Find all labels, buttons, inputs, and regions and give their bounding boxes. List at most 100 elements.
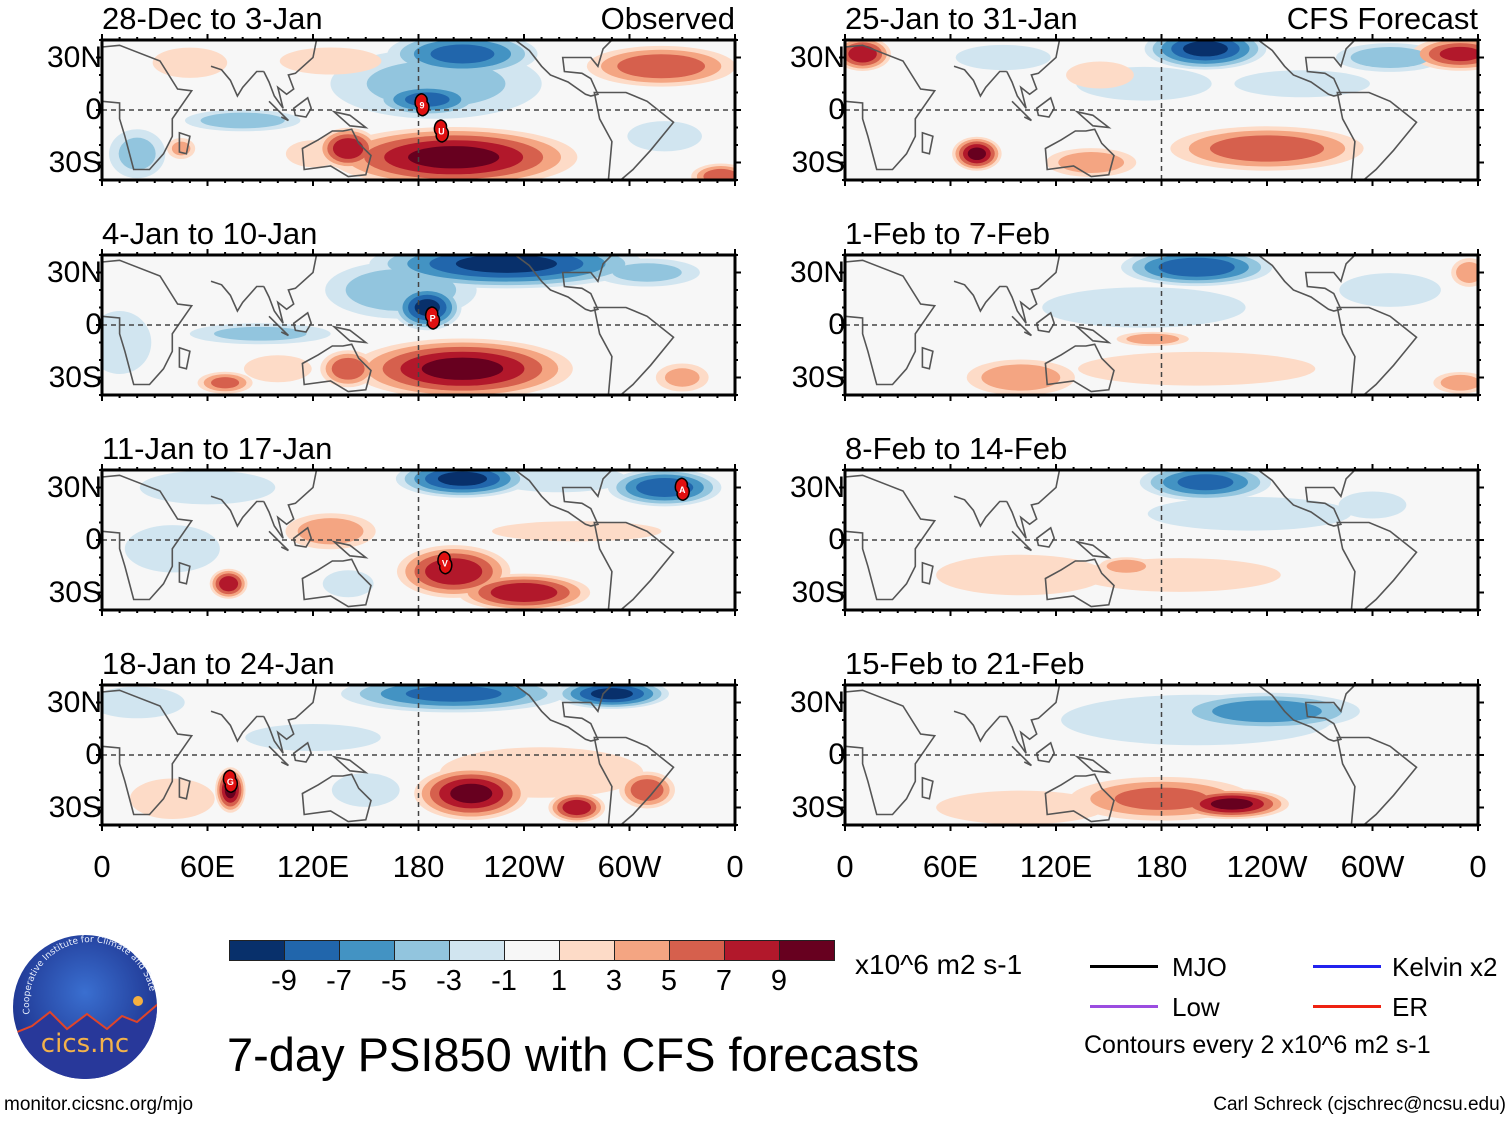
positive-anomaly-contour [492,521,662,542]
positive-anomaly-contour [848,45,877,63]
anomaly-map-observed: 9U [96,34,741,186]
legend-label-mjo: MJO [1172,952,1227,982]
positive-anomaly-contour [408,146,500,169]
newguinea-outline [1074,325,1112,344]
india-outline [210,710,264,743]
colorbar-swatch [724,940,780,961]
india-outline [953,495,1007,528]
positive-anomaly-contour [617,54,706,79]
madagascar-outline [178,346,191,370]
india-outline [210,495,264,528]
sumatra-outline [1011,100,1032,122]
cyclone-label: U [438,127,445,137]
negative-anomaly-contour [437,471,488,486]
positive-anomaly-contour [211,377,240,389]
observed-label: Observed [600,1,735,36]
borneo-outline [292,526,313,548]
anomaly-map-observed: G [96,679,741,831]
longitude-label: 0 [93,849,111,884]
negative-anomaly-contour [1042,287,1246,328]
borneo-outline [1035,311,1056,333]
africa-outline [102,259,194,386]
latitude-label: 0 [85,738,102,771]
cyclone-label: G [227,777,234,787]
latitude-label: 0 [828,738,845,771]
colorbar-swatch [559,940,615,961]
latitude-label: 0 [85,523,102,556]
colorbar-tick-label: 5 [660,965,678,997]
australia-outline [1044,558,1115,608]
seasia-outline [263,685,318,754]
legend-label-low: Low [1172,992,1220,1022]
legend-label-er: ER [1392,992,1429,1022]
contours-note: Contours every 2 x10^6 m2 s-1 [1084,1031,1431,1059]
colorbar-swatch [339,940,395,961]
india-outline [210,65,264,98]
latitude-label: 30N [789,470,845,504]
newguinea-outline [1074,110,1112,129]
australia-outline [301,343,372,393]
legend-line-kelvin [1313,965,1381,968]
negative-anomaly-contour [118,137,156,170]
longitude-label: 120E [1019,849,1093,884]
negative-anomaly-contour [1177,474,1234,491]
positive-anomaly-contour [450,783,493,804]
india-outline [953,710,1007,743]
positive-anomaly-contour [1210,798,1253,810]
negative-anomaly-contour [1158,257,1235,277]
positive-anomaly-contour [1439,46,1478,62]
negative-anomaly-contour [322,570,374,598]
negative-anomaly-contour [1212,700,1322,723]
seasia-outline [1006,255,1061,324]
positive-anomaly-contour [562,799,592,816]
negative-anomaly-contour [455,255,557,273]
australia-outline [1044,128,1115,178]
africa-outline [845,689,937,816]
longitude-label: 120W [483,849,565,884]
positive-anomaly-contour [1106,559,1147,573]
madagascar-outline [921,346,934,370]
newguinea-outline [331,755,369,774]
seasia-outline [263,40,318,109]
anomaly-map-forecast [839,679,1484,831]
negative-anomaly-contour [590,688,633,700]
negative-anomaly-contour [139,470,276,505]
latitude-label: 30N [46,470,102,504]
madagascar-outline [921,131,934,155]
latitude-label: 30S [791,790,845,824]
positive-anomaly-contour [936,554,1106,596]
positive-anomaly-contour [1058,152,1125,173]
newguinea-outline [1074,540,1112,559]
colorbar-tick-label: 1 [550,965,568,997]
tropical-cyclone-marker: 9 [414,92,430,117]
samerica-outline [1336,306,1418,395]
sumatra-outline [1011,530,1032,552]
figure-title: 7-day PSI850 with CFS forecasts [227,1028,920,1081]
legend-line-er [1313,1005,1381,1008]
africa-outline [102,689,194,816]
svg-text:cics.nc: cics.nc [41,1029,129,1059]
longitude-label: 0 [1469,849,1487,884]
colorbar-tick-label: 7 [715,965,733,997]
cyclone-label: A [679,485,686,495]
colorbar-tick-label: -7 [326,965,352,997]
borneo-outline [292,311,313,333]
latitude-label: 0 [85,308,102,341]
negative-anomaly-contour [627,121,702,152]
latitude-label: 0 [85,93,102,126]
legend-label-kelvin: Kelvin x2 [1392,952,1498,982]
footer-url[interactable]: monitor.cicsnc.org/mjo [4,1094,194,1115]
longitude-label: 120E [276,849,350,884]
colorbar-swatch [449,940,505,961]
latitude-label: 30S [791,575,845,609]
namerica-outline [514,685,613,742]
australia-outline [301,128,372,178]
colorbar-tick-label: -1 [491,965,517,997]
samerica-outline [593,91,675,180]
borneo-outline [1035,741,1056,763]
longitude-label: 0 [836,849,854,884]
samerica-outline [1336,91,1418,180]
namerica-outline [1257,40,1356,97]
tropical-cyclone-marker: A [674,477,690,502]
india-outline [953,65,1007,98]
